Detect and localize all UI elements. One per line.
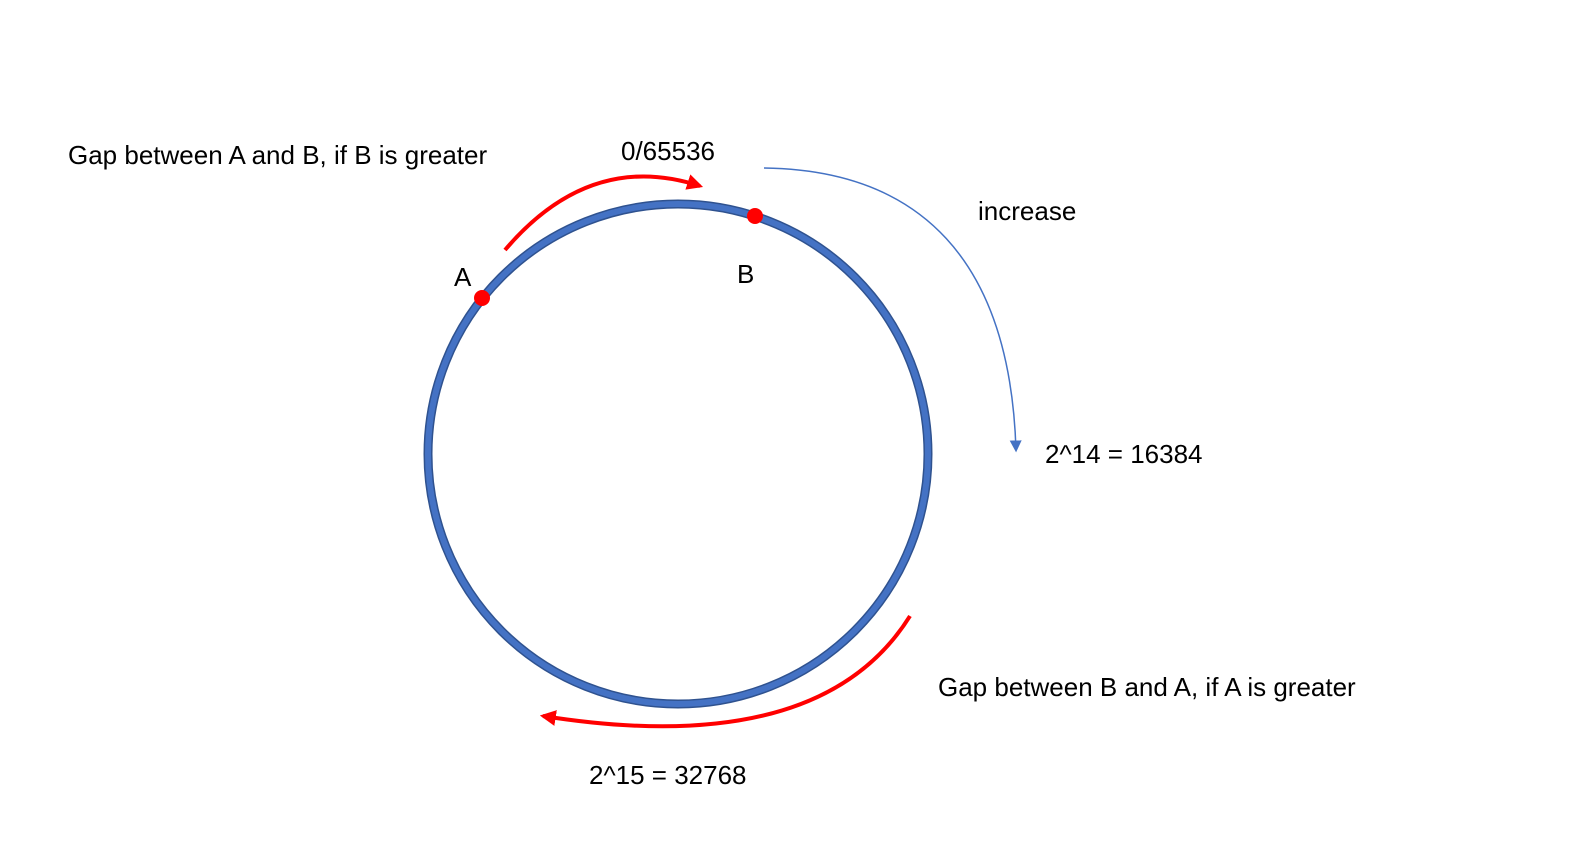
gap-ab-arrow xyxy=(503,174,704,252)
point-b-label: B xyxy=(737,259,754,289)
gap-ba-label: Gap between B and A, if A is greater xyxy=(938,672,1356,702)
gap-ab-label: Gap between A and B, if B is greater xyxy=(68,140,487,170)
right-label: 2^14 = 16384 xyxy=(1045,439,1203,469)
increase-arrow xyxy=(763,167,1022,453)
increase-label: increase xyxy=(978,196,1076,226)
point-a-label: A xyxy=(454,262,472,292)
bottom-label: 2^15 = 32768 xyxy=(589,760,747,790)
gap-ba-arrow xyxy=(539,614,912,729)
point-b xyxy=(747,208,763,224)
point-a xyxy=(474,290,490,306)
ring xyxy=(425,201,931,707)
top-label: 0/65536 xyxy=(621,136,715,166)
